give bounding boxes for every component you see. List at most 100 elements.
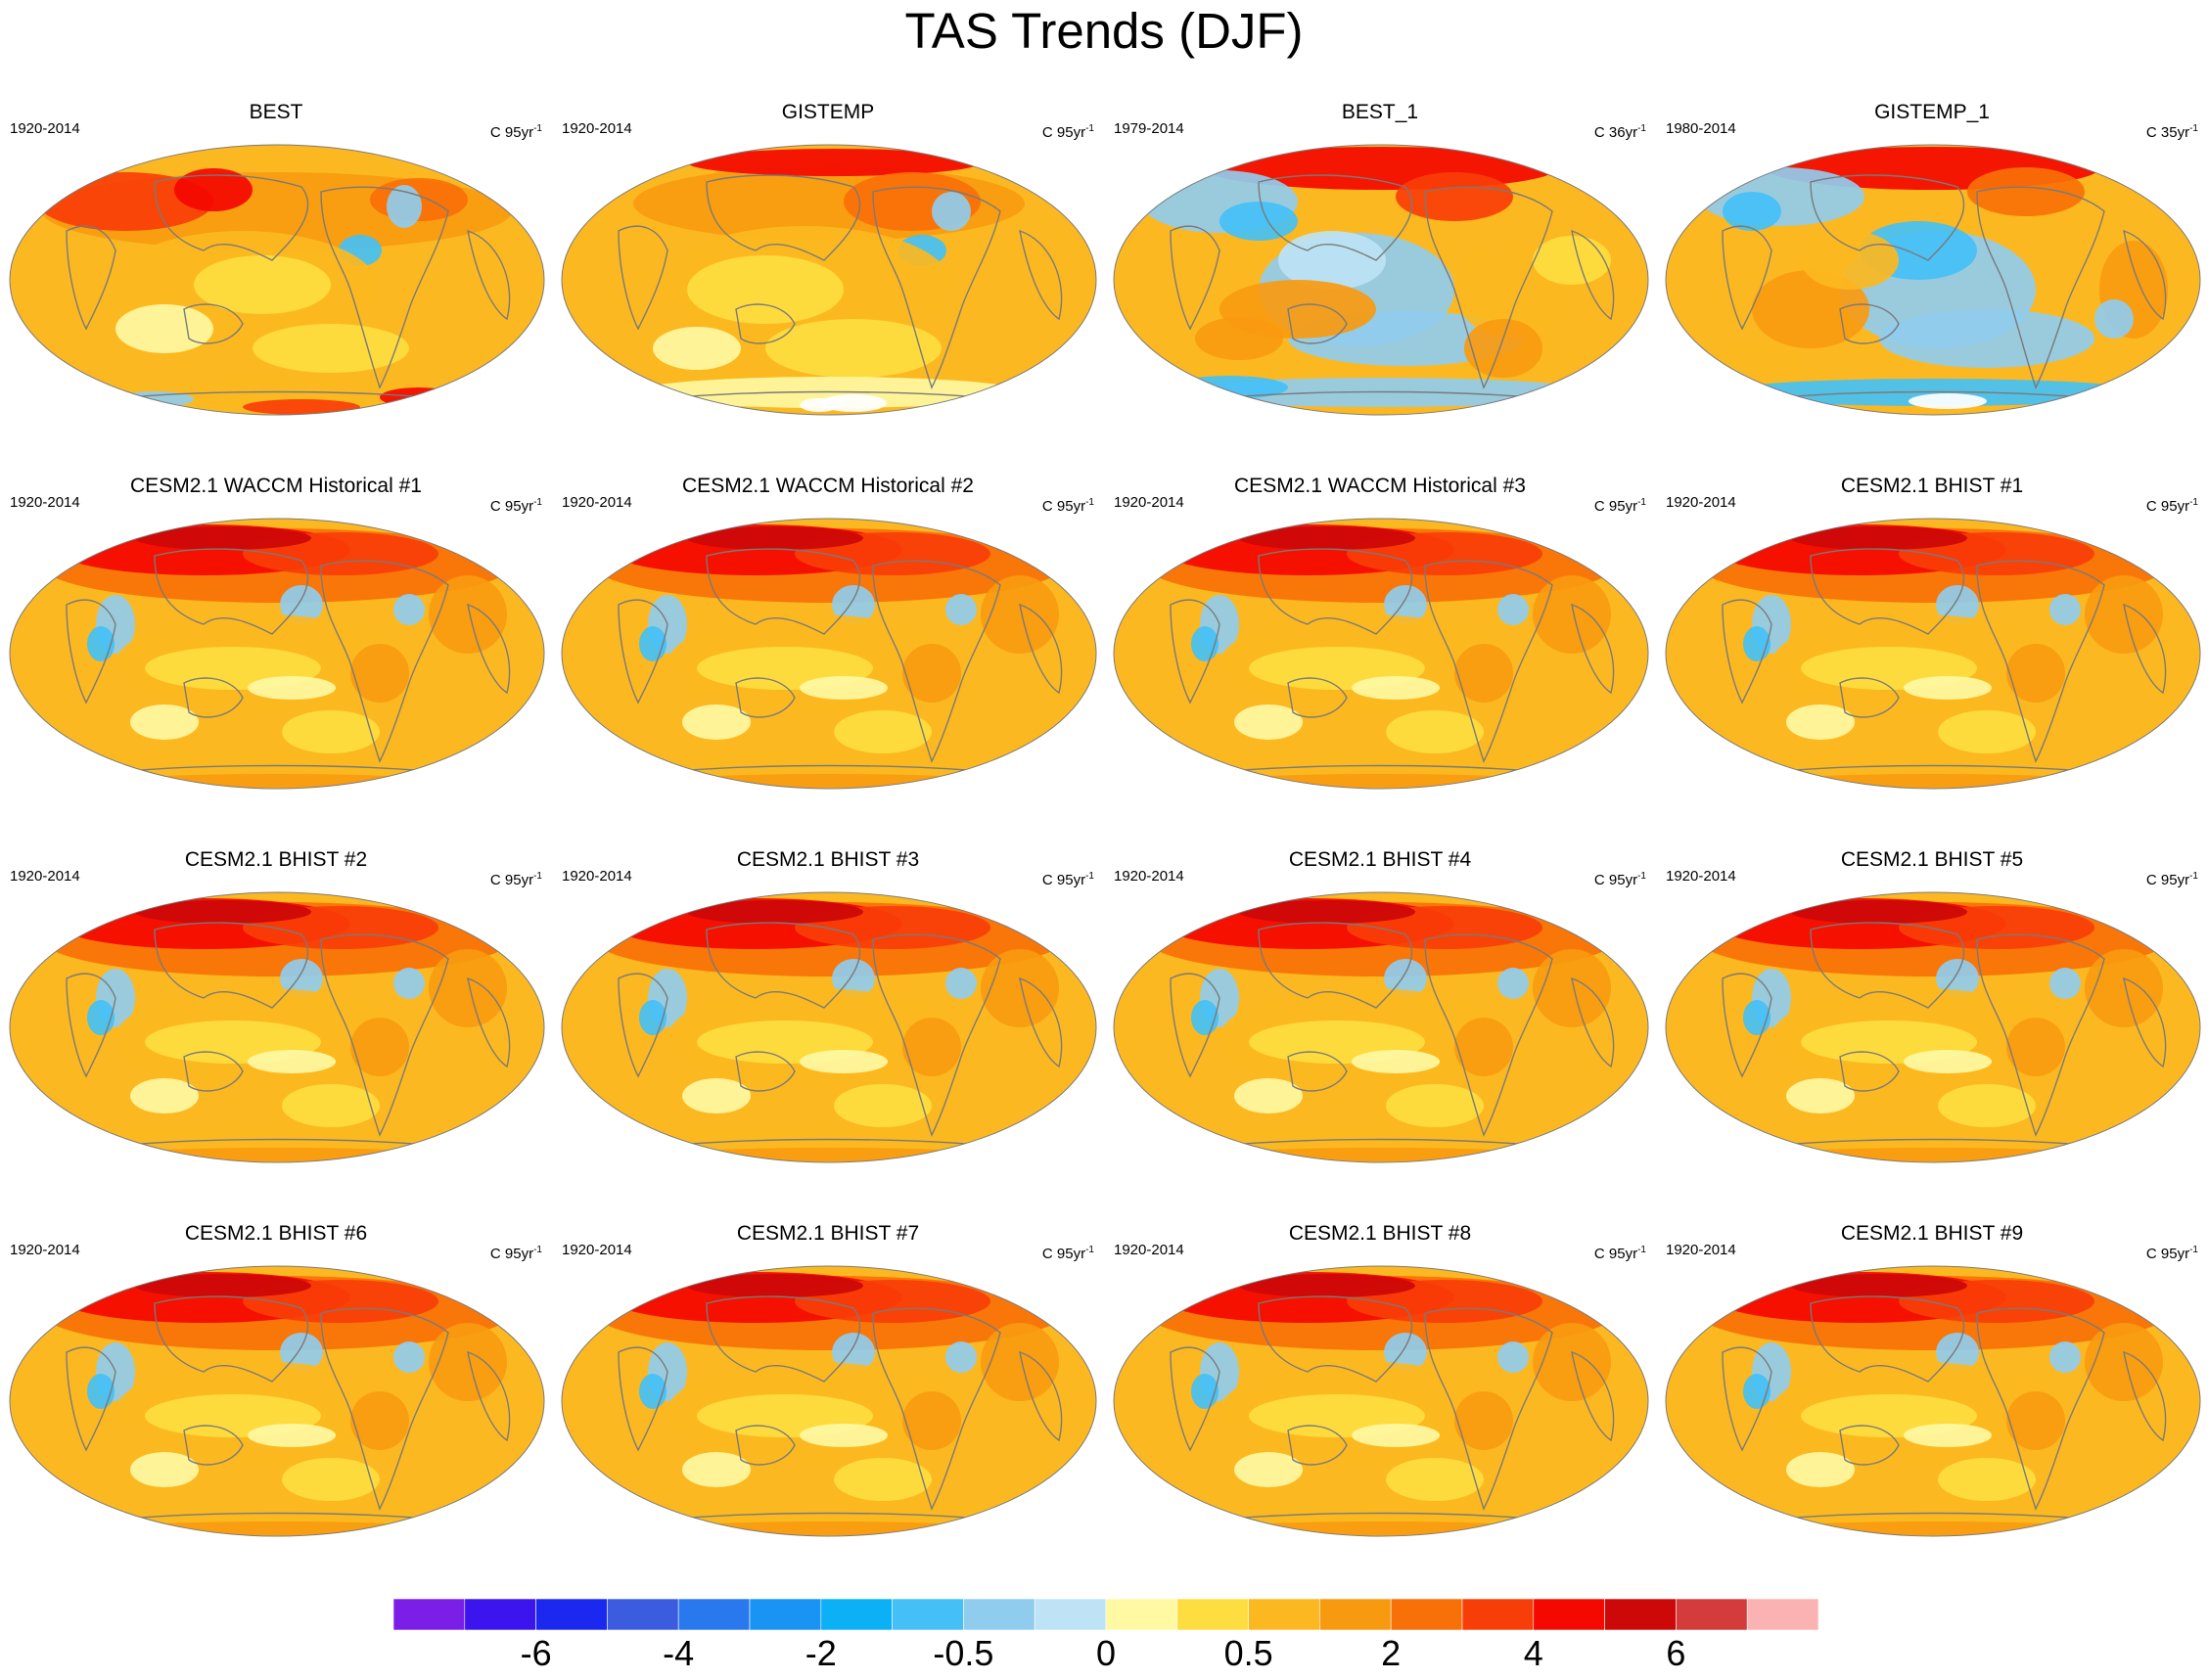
trend-contour-region (135, 900, 311, 924)
panel-period: 1920-2014 (1666, 494, 1736, 511)
trend-contour-region (687, 149, 981, 176)
trend-contour-region (350, 1391, 409, 1450)
colorbar-box (607, 1599, 679, 1630)
coastline-outline (1170, 225, 1220, 331)
map-panel: CESM2.1 BHIST #9 1920-2014 C 95yr-1 (1656, 1211, 2208, 1583)
coastline-outline (1761, 1138, 2105, 1148)
panel-period: 1920-2014 (562, 120, 632, 137)
trend-contour-region (672, 1148, 986, 1161)
trend-contour-region (1752, 270, 1869, 348)
trend-contour-region (1278, 231, 1386, 290)
trend-contour-region (1454, 1391, 1513, 1450)
trend-contour-region (687, 526, 863, 550)
coastline-outline (735, 677, 796, 718)
trend-contour-region (834, 1458, 932, 1501)
coastline-outline (320, 1307, 449, 1511)
coastline-outline (1170, 973, 1220, 1078)
trend-contour-region (115, 304, 213, 353)
trend-contour-region (429, 949, 507, 1027)
trend-contour-region (945, 594, 977, 625)
trend-contour-region (1239, 900, 1415, 924)
panel-units-exponent: -1 (533, 871, 542, 882)
coastline-outline (1019, 1350, 1063, 1442)
coastline-outline (618, 1346, 668, 1452)
panel-title: CESM2.1 BHIST #3 (736, 848, 920, 871)
trend-contour-region (1904, 1424, 1992, 1447)
colorbar-tick-label: -6 (520, 1633, 552, 1673)
coastline-outline (1571, 1350, 1615, 1442)
trend-contour-region (1967, 167, 2085, 216)
coastline-outline (2123, 603, 2167, 695)
coastline-outline (1424, 560, 1553, 763)
trend-contour-region (248, 676, 336, 700)
coastline-outline (1571, 229, 1615, 321)
coastline-outline (1722, 973, 1772, 1078)
trend-contour-region (687, 900, 863, 924)
panel-units-text: C 95yr (1593, 498, 1638, 515)
trend-contour-region (1166, 753, 1596, 781)
panel-period: 1920-2014 (1666, 868, 1736, 885)
trend-contour-region (1533, 1323, 1611, 1401)
trend-contour-region (1776, 1521, 2090, 1535)
coastline-outline (154, 548, 309, 635)
trend-contour-region (614, 1127, 1044, 1155)
coastline-outline (66, 1346, 116, 1452)
trend-contour-region (1786, 704, 1855, 740)
trend-contour-region (130, 1452, 199, 1487)
coastline-outline (1761, 1512, 2105, 1521)
map-panel: CESM2.1 BHIST #6 1920-2014 C 95yr-1 (0, 1211, 552, 1583)
coastline-outline (1209, 1138, 1553, 1148)
trend-contour-region (1497, 1341, 1529, 1373)
coastline-outline (1287, 1051, 1348, 1092)
trend-contour-region (672, 1521, 986, 1535)
coastline-outline (154, 922, 309, 1009)
panel-units-exponent: -1 (2189, 871, 2198, 882)
panel-units-text: C 95yr (2145, 872, 2190, 888)
trend-contour-region (194, 255, 331, 314)
trend-map (1665, 518, 2201, 790)
trend-map (561, 891, 1097, 1163)
map-panel: CESM2.1 BHIST #1 1920-2014 C 95yr-1 (1656, 464, 2208, 836)
trend-contour-region (2094, 299, 2134, 339)
trend-contour-region (834, 1084, 932, 1127)
coastline-outline (1258, 1295, 1413, 1383)
trend-contour-region (682, 1452, 751, 1487)
coastline-outline (1810, 922, 1965, 1009)
trend-contour-region (393, 1341, 425, 1373)
panel-title: CESM2.1 BHIST #6 (184, 1222, 368, 1245)
figure-title: TAS Trends (DJF) (904, 3, 1304, 59)
trend-map (9, 144, 545, 416)
map-border (9, 1265, 545, 1537)
trend-contour-region (1533, 236, 1611, 285)
trend-contour-region (1791, 1274, 1967, 1297)
coastline-outline (1287, 303, 1348, 344)
coastline-outline (1209, 1512, 1553, 1521)
colorbar-box (1676, 1599, 1748, 1630)
trend-contour-region (282, 710, 380, 753)
trend-contour-region (2006, 644, 2065, 703)
trend-contour-region (1386, 1084, 1484, 1127)
map-border (1665, 891, 2201, 1163)
coastline-outline (1287, 677, 1348, 718)
trend-contour-region (981, 1323, 1059, 1401)
trend-contour-region (1454, 1018, 1513, 1076)
trend-contour-region (2085, 949, 2163, 1027)
trend-contour-region (902, 644, 961, 703)
colorbar-box (1248, 1599, 1320, 1630)
coastline-outline (657, 1512, 1001, 1521)
trend-contour-region (765, 319, 942, 378)
trend-contour-region (130, 704, 199, 740)
trend-contour-region (945, 968, 977, 999)
trend-contour-region (1464, 319, 1542, 378)
trend-contour-region (1909, 393, 1987, 409)
panel-units-text: C 95yr (489, 498, 534, 515)
map-border (561, 891, 1097, 1163)
panel-units: C 95yr-1 (1594, 868, 1646, 889)
coastline-outline (1209, 390, 1553, 400)
trend-contour-region (253, 324, 409, 373)
panel-units: C 95yr-1 (1042, 494, 1094, 516)
trend-contour-region (1234, 1078, 1303, 1113)
panel-units-exponent: -1 (2189, 497, 2198, 508)
panel-units-text: C 95yr (2145, 498, 2190, 515)
map-border (561, 144, 1097, 416)
